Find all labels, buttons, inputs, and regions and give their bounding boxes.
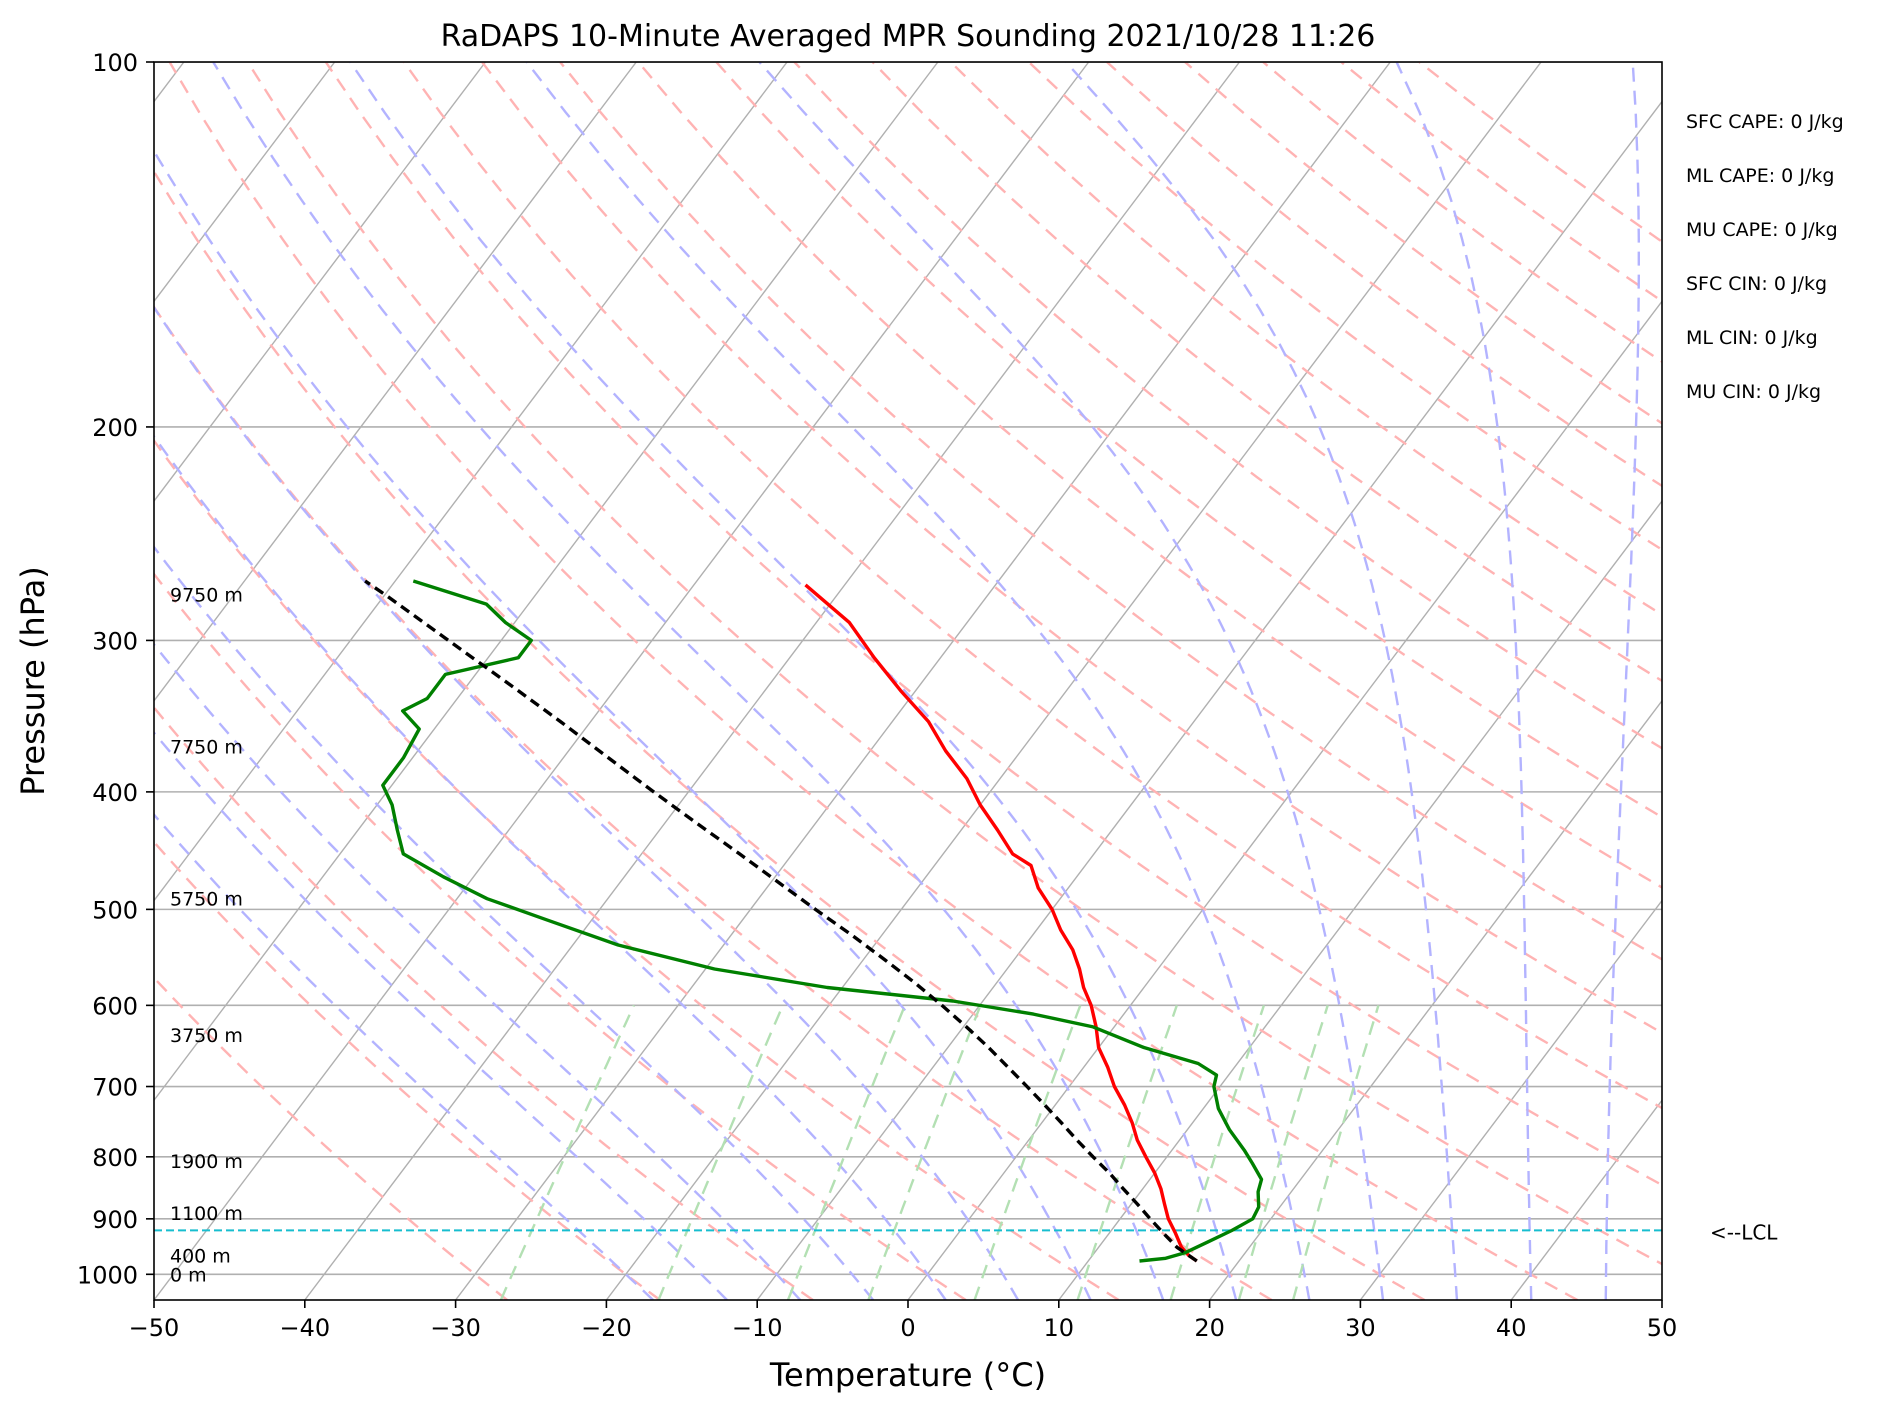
dry-adiabat-line xyxy=(559,62,1662,961)
x-tick-label: −40 xyxy=(279,1314,330,1342)
isotherm-line xyxy=(154,62,637,702)
dry-adiabat-line xyxy=(324,62,1662,1187)
moist-adiabat-line xyxy=(154,545,875,1300)
y-axis-label: Pressure (hPa) xyxy=(14,566,52,796)
chart-title: RaDAPS 10-Minute Averaged MPR Sounding 2… xyxy=(441,19,1376,54)
moist-adiabat-line xyxy=(525,62,1311,1300)
lcl-label: <--LCL xyxy=(1710,1220,1778,1244)
height-label: 0 m xyxy=(170,1264,207,1286)
stat-label: SFC CAPE: 0 J/kg xyxy=(1686,111,1844,133)
height-label: 9750 m xyxy=(170,585,243,607)
isotherm-line xyxy=(1209,699,1662,1300)
x-tick-label: 50 xyxy=(1647,1314,1678,1342)
height-label: 5750 m xyxy=(170,889,243,911)
x-tick-label: 40 xyxy=(1496,1314,1527,1342)
moist-adiabat-line xyxy=(154,434,947,1300)
moist-adiabat-line xyxy=(349,62,1238,1300)
dewpoint-profile-line xyxy=(381,579,1264,1263)
y-tick-label: 300 xyxy=(92,627,138,655)
x-tick-label: 10 xyxy=(1044,1314,1075,1342)
y-tick-label: 800 xyxy=(92,1144,138,1172)
dry-adiabat-line xyxy=(793,62,1662,750)
y-tick-label: 600 xyxy=(92,992,138,1020)
moist-adiabat-line xyxy=(154,148,1092,1300)
isotherm-line xyxy=(907,300,1662,1300)
dry-adiabat-line xyxy=(154,976,508,1300)
moist-adiabat-line xyxy=(212,62,1165,1300)
mixing-ratio-line xyxy=(1169,1005,1266,1300)
dry-adiabat-line xyxy=(246,62,1662,1266)
moist-adiabat-line xyxy=(154,730,728,1300)
isotherm-line xyxy=(756,100,1662,1300)
dry-adiabat-line xyxy=(402,62,1662,1110)
dry-adiabat-line xyxy=(154,304,1273,1300)
isotherm-line xyxy=(154,62,487,503)
isotherm-line xyxy=(605,62,1542,1300)
series-layer xyxy=(154,579,1662,1263)
mixing-ratio-line xyxy=(499,1004,635,1300)
isotherm-line xyxy=(154,62,336,303)
dry-adiabat-line xyxy=(637,62,1662,889)
isotherm-line xyxy=(304,62,1241,1300)
moist-adiabat-line xyxy=(154,642,802,1300)
moist-adiabat-line xyxy=(1065,62,1459,1300)
isotherm-line xyxy=(154,62,1090,1300)
stat-label: ML CAPE: 0 J/kg xyxy=(1686,165,1834,187)
x-tick-label: −20 xyxy=(581,1314,632,1342)
moist-adiabat-line xyxy=(1395,62,1533,1300)
x-tick-label: −30 xyxy=(430,1314,481,1342)
y-tick-label: 100 xyxy=(92,49,138,77)
isotherm-line xyxy=(1359,899,1662,1300)
mixing-ratio-line xyxy=(1237,1005,1329,1300)
dry-adiabat-line xyxy=(715,62,1662,819)
height-label: 7750 m xyxy=(170,737,243,759)
dry-adiabat-line xyxy=(168,62,1579,1300)
stat-label: ML CIN: 0 J/kg xyxy=(1686,327,1818,349)
y-tick-label: 400 xyxy=(92,779,138,807)
stat-label: MU CAPE: 0 J/kg xyxy=(1686,219,1838,241)
x-tick-label: 0 xyxy=(900,1314,915,1342)
moist-adiabat-line xyxy=(154,812,654,1300)
stat-label: SFC CIN: 0 J/kg xyxy=(1686,273,1827,295)
x-tick-label: 30 xyxy=(1345,1314,1376,1342)
isotherm-line xyxy=(154,62,939,1102)
dry-adiabat-line xyxy=(481,62,1662,1035)
parcel-profile-line xyxy=(364,579,1198,1263)
y-tick-label: 900 xyxy=(92,1206,138,1234)
y-tick-label: 700 xyxy=(92,1074,138,1102)
dry-adiabat-line xyxy=(154,169,1426,1300)
x-tick-label: −10 xyxy=(732,1314,783,1342)
x-axis-label: Temperature (°C) xyxy=(769,1356,1046,1394)
background-lines xyxy=(154,62,1662,1300)
y-tick-label: 500 xyxy=(92,896,138,924)
x-tick-label: −50 xyxy=(129,1314,180,1342)
y-tick-label: 200 xyxy=(92,414,138,442)
x-tick-label: 20 xyxy=(1194,1314,1225,1342)
height-label: 1900 m xyxy=(170,1151,243,1173)
stat-label: MU CIN: 0 J/kg xyxy=(1686,381,1821,403)
mixing-ratio-line xyxy=(1291,1005,1380,1300)
tick-layer: −50 −40 −30 −20 −10 0 10 20 30 40 50 100 200 300 400 50… xyxy=(77,49,1677,1342)
moist-adiabat-line xyxy=(154,305,1020,1300)
isotherm-line xyxy=(154,62,788,902)
moist-adiabat-line xyxy=(758,62,1385,1300)
height-label: 3750 m xyxy=(170,1025,243,1047)
moist-adiabat-line xyxy=(1604,62,1641,1300)
height-label: 1100 m xyxy=(170,1203,243,1225)
label-layer: <--LCL 9750 m 7750 m 5750 m 3750 m 1900 m 1100… xyxy=(170,111,1844,1286)
y-tick-label: 1000 xyxy=(77,1261,138,1289)
height-label: 400 m xyxy=(170,1246,231,1268)
temperature-profile-line xyxy=(804,583,1198,1263)
dry-adiabat-line xyxy=(154,840,661,1300)
